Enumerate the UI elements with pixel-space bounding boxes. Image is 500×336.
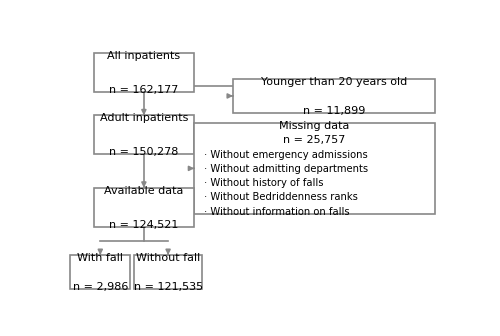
Text: n = 150,278: n = 150,278	[109, 147, 178, 157]
Text: Without fall: Without fall	[136, 253, 200, 263]
Text: With fall: With fall	[78, 253, 124, 263]
FancyBboxPatch shape	[94, 53, 194, 92]
Text: Adult inpatients: Adult inpatients	[100, 114, 188, 123]
Text: Available data: Available data	[104, 186, 184, 196]
Text: · Without Bedriddenness ranks: · Without Bedriddenness ranks	[204, 193, 358, 202]
Text: Younger than 20 years old: Younger than 20 years old	[260, 77, 407, 87]
FancyBboxPatch shape	[233, 79, 434, 113]
Text: n = 121,535: n = 121,535	[134, 282, 202, 292]
Text: · Without history of falls: · Without history of falls	[204, 178, 324, 188]
Text: · Without admitting departments: · Without admitting departments	[204, 164, 368, 174]
Text: n = 11,899: n = 11,899	[302, 106, 365, 116]
Text: · Without information on falls: · Without information on falls	[204, 207, 350, 217]
Text: · Without emergency admissions: · Without emergency admissions	[204, 150, 368, 160]
FancyBboxPatch shape	[194, 123, 434, 214]
Text: n = 25,757: n = 25,757	[283, 135, 346, 145]
FancyBboxPatch shape	[94, 188, 194, 226]
Text: n = 2,986: n = 2,986	[72, 282, 128, 292]
Text: n = 124,521: n = 124,521	[109, 219, 178, 229]
FancyBboxPatch shape	[70, 255, 130, 289]
FancyBboxPatch shape	[94, 115, 194, 154]
Text: Missing data: Missing data	[279, 121, 349, 131]
Text: n = 162,177: n = 162,177	[109, 85, 178, 95]
FancyBboxPatch shape	[134, 255, 202, 289]
Text: All inpatients: All inpatients	[108, 51, 180, 61]
